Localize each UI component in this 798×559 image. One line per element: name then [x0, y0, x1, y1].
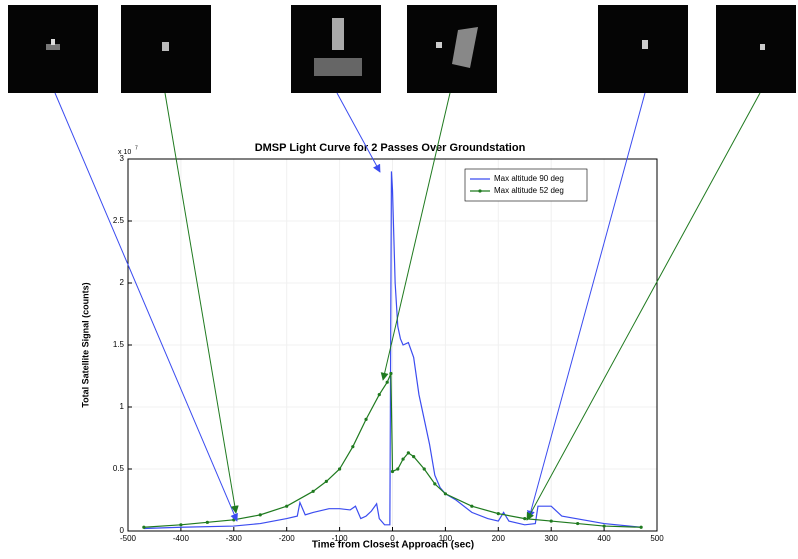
point	[377, 393, 381, 397]
legend-label: Max altitude 90 deg	[494, 174, 564, 183]
satellite	[760, 44, 765, 50]
point	[142, 525, 146, 529]
arrow	[380, 92, 451, 381]
x-tick-label: 200	[492, 534, 506, 543]
point	[433, 482, 437, 486]
point	[338, 467, 342, 471]
thumbnail	[716, 5, 796, 93]
y-tick-label: 2.5	[113, 216, 125, 225]
point	[401, 457, 405, 461]
point	[385, 380, 389, 384]
point	[179, 523, 183, 527]
x-tick-label: -300	[226, 534, 243, 543]
satellite	[314, 58, 362, 76]
legend-box	[464, 168, 588, 202]
legend-label: Max altitude 52 deg	[494, 186, 564, 195]
annotation-arrows	[54, 92, 761, 522]
arrow	[527, 92, 646, 519]
point	[311, 489, 315, 493]
plot-frame	[127, 158, 658, 532]
y-tick-label: 3	[120, 154, 125, 163]
point	[443, 492, 447, 496]
point	[549, 519, 553, 523]
x-tick-label: 500	[650, 534, 664, 543]
chart-title: DMSP Light Curve for 2 Passes Over Groun…	[255, 142, 526, 154]
point	[389, 371, 393, 376]
legend-marker	[478, 189, 482, 193]
arrow	[526, 92, 761, 521]
arrow	[336, 92, 381, 173]
x-tick-label: -500	[120, 534, 137, 543]
plot: -500 -400 -300 -200 -100 0 100 200 300 400 500 0 0.5…	[113, 154, 664, 543]
point	[396, 467, 400, 471]
arrow	[164, 92, 239, 514]
point	[470, 504, 474, 508]
thumbnails	[8, 5, 796, 93]
point	[496, 512, 500, 516]
point	[390, 469, 395, 474]
x-tick-label: -100	[332, 534, 349, 543]
point	[639, 525, 643, 529]
satellite	[436, 42, 442, 48]
satellite	[162, 42, 169, 51]
x-tick-label: -400	[173, 534, 190, 543]
y-multiplier: x 10	[118, 149, 131, 156]
x-tick-label: 400	[597, 534, 611, 543]
thumbnail	[407, 5, 497, 93]
x-axis-label: Time from Closest Approach (sec)	[312, 540, 474, 551]
arrow	[54, 92, 238, 522]
point	[364, 417, 368, 421]
point	[422, 467, 426, 471]
x-tick-label: 100	[439, 534, 453, 543]
y-tick-label: 0.5	[113, 464, 125, 473]
y-tick-label: 1	[120, 402, 125, 411]
point	[205, 520, 209, 524]
x-tick-label: -200	[279, 534, 296, 543]
x-tick-label: 300	[545, 534, 559, 543]
point	[406, 451, 410, 455]
point	[523, 517, 527, 521]
y-axis-label: Total Satellite Signal (counts)	[80, 282, 90, 407]
y-tick-label: 0	[120, 526, 125, 535]
satellite	[51, 39, 55, 45]
y-tick-label: 2	[120, 278, 125, 287]
x-tick-label: 0	[390, 534, 395, 543]
satellite	[46, 44, 60, 50]
point	[324, 479, 328, 483]
point	[285, 504, 289, 508]
point	[258, 513, 262, 517]
satellite	[452, 27, 478, 68]
point	[576, 521, 580, 526]
point	[351, 445, 355, 449]
point	[602, 524, 606, 528]
satellite	[332, 18, 344, 50]
point	[412, 455, 416, 459]
y-tick-label: 1.5	[113, 340, 125, 349]
satellite	[642, 40, 648, 49]
y-multiplier-exponent: 7	[135, 145, 138, 151]
point	[232, 518, 236, 522]
